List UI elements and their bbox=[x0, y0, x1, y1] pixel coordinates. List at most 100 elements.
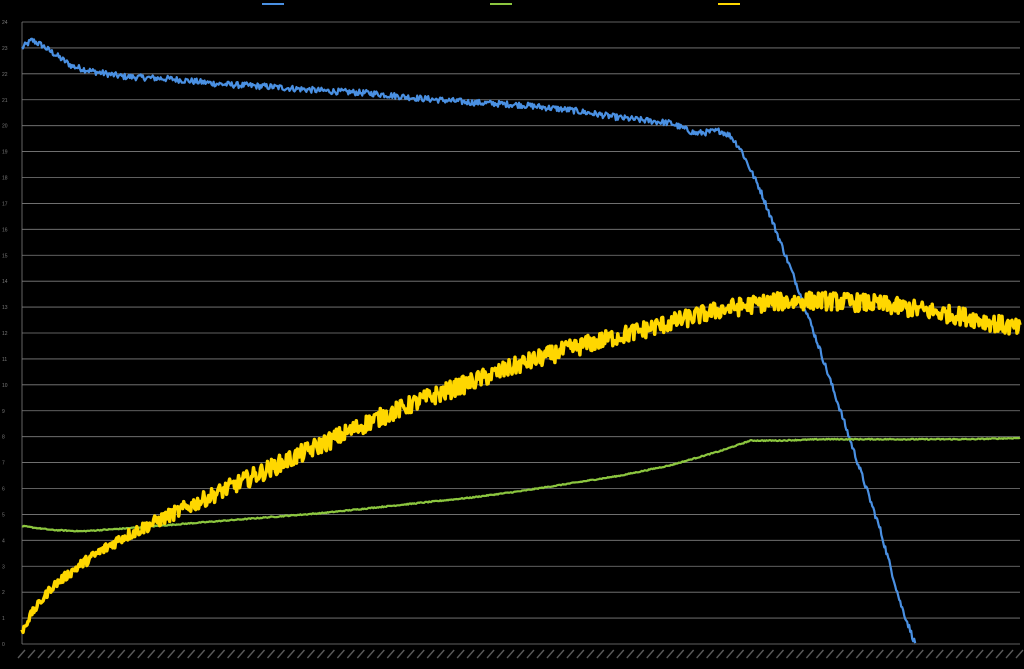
x-tick-label bbox=[795, 649, 804, 659]
x-tick-label bbox=[97, 649, 106, 659]
x-tick-label bbox=[306, 649, 315, 659]
x-tick-label bbox=[556, 649, 565, 659]
x-tick-label bbox=[27, 649, 36, 659]
x-tick-label bbox=[636, 649, 645, 659]
x-tick-label bbox=[755, 649, 765, 659]
x-tick-label bbox=[227, 649, 236, 659]
x-tick-label bbox=[596, 649, 605, 659]
x-tick-label bbox=[256, 649, 266, 659]
y-tick-label: 5 bbox=[2, 512, 5, 518]
x-tick-label bbox=[17, 649, 26, 659]
x-tick-label bbox=[436, 649, 445, 659]
x-tick-label bbox=[406, 649, 415, 659]
y-tick-label: 12 bbox=[2, 331, 8, 337]
y-tick-label: 14 bbox=[2, 279, 8, 285]
x-tick-label bbox=[47, 649, 56, 659]
chart-series bbox=[20, 37, 1022, 644]
x-tick-label bbox=[546, 649, 555, 659]
x-tick-label bbox=[805, 649, 814, 659]
x-tick-label bbox=[296, 649, 305, 659]
y-tick-label: 1 bbox=[2, 616, 5, 622]
x-tick-label bbox=[566, 649, 575, 659]
x-tick-label bbox=[676, 649, 685, 659]
x-tick-label bbox=[396, 649, 405, 659]
x-tick-label bbox=[696, 649, 705, 659]
x-tick-label bbox=[775, 649, 785, 659]
y-tick-label: 11 bbox=[2, 357, 7, 363]
series-line bbox=[21, 436, 1021, 533]
y-tick-label: 23 bbox=[2, 46, 8, 52]
x-tick-label bbox=[945, 649, 954, 659]
x-tick-label bbox=[586, 649, 595, 659]
chart-gridlines bbox=[21, 21, 1020, 645]
y-tick-label: 2 bbox=[2, 590, 5, 596]
x-tick-label bbox=[376, 649, 385, 659]
x-tick-label bbox=[286, 649, 295, 659]
x-axis-ticks bbox=[17, 649, 1024, 659]
x-tick-label bbox=[77, 649, 86, 659]
y-tick-label: 24 bbox=[2, 20, 8, 26]
y-tick-label: 17 bbox=[2, 201, 8, 207]
x-tick-label bbox=[356, 649, 365, 659]
x-tick-label bbox=[905, 649, 914, 659]
x-tick-label bbox=[326, 649, 335, 659]
x-tick-label bbox=[995, 649, 1004, 659]
x-tick-label bbox=[117, 649, 126, 659]
x-tick-label bbox=[706, 649, 715, 659]
x-tick-label bbox=[316, 649, 325, 659]
x-tick-label bbox=[366, 649, 375, 659]
x-tick-label bbox=[785, 649, 794, 659]
y-tick-label: 8 bbox=[2, 435, 5, 441]
x-tick-label bbox=[885, 649, 894, 659]
x-tick-label bbox=[815, 649, 824, 659]
x-tick-label bbox=[87, 649, 96, 659]
x-tick-label bbox=[496, 649, 505, 659]
x-tick-label bbox=[217, 649, 226, 659]
x-tick-label bbox=[835, 649, 844, 659]
x-tick-label bbox=[157, 649, 166, 659]
x-tick-label bbox=[875, 649, 884, 659]
y-tick-label: 9 bbox=[2, 409, 5, 415]
y-tick-label: 6 bbox=[2, 487, 5, 493]
x-tick-label bbox=[177, 649, 186, 659]
x-tick-label bbox=[237, 649, 246, 659]
y-tick-label: 0 bbox=[2, 642, 5, 648]
x-tick-label bbox=[466, 649, 475, 659]
y-tick-label: 16 bbox=[2, 227, 8, 233]
x-tick-label bbox=[686, 649, 695, 659]
y-tick-label: 7 bbox=[2, 461, 5, 467]
x-tick-label bbox=[147, 649, 156, 659]
y-tick-label: 19 bbox=[2, 150, 8, 156]
series-line bbox=[20, 290, 1022, 635]
x-tick-label bbox=[446, 649, 455, 659]
x-tick-label bbox=[207, 649, 216, 659]
y-tick-label: 21 bbox=[2, 98, 8, 104]
x-tick-label bbox=[167, 649, 176, 659]
x-tick-label bbox=[955, 649, 964, 659]
y-tick-label: 22 bbox=[2, 72, 8, 78]
x-tick-label bbox=[935, 649, 944, 659]
y-tick-label: 18 bbox=[2, 176, 8, 182]
x-tick-label bbox=[516, 649, 525, 659]
x-tick-label bbox=[137, 649, 146, 659]
x-tick-label bbox=[67, 649, 76, 659]
x-tick-label bbox=[456, 649, 465, 659]
x-tick-label bbox=[276, 649, 286, 659]
x-tick-label bbox=[346, 649, 355, 659]
x-tick-label bbox=[845, 649, 854, 659]
y-tick-label: 3 bbox=[2, 564, 5, 570]
x-tick-label bbox=[716, 649, 725, 659]
x-tick-label bbox=[57, 649, 66, 659]
x-tick-label bbox=[476, 649, 485, 659]
x-tick-label bbox=[107, 649, 116, 659]
x-tick-label bbox=[855, 649, 864, 659]
x-tick-label bbox=[386, 649, 395, 659]
y-tick-label: 10 bbox=[2, 383, 8, 389]
x-tick-label bbox=[576, 649, 585, 659]
x-tick-label bbox=[1015, 649, 1024, 659]
x-tick-label bbox=[865, 649, 874, 659]
x-tick-label bbox=[746, 649, 755, 659]
x-tick-label bbox=[626, 649, 635, 659]
